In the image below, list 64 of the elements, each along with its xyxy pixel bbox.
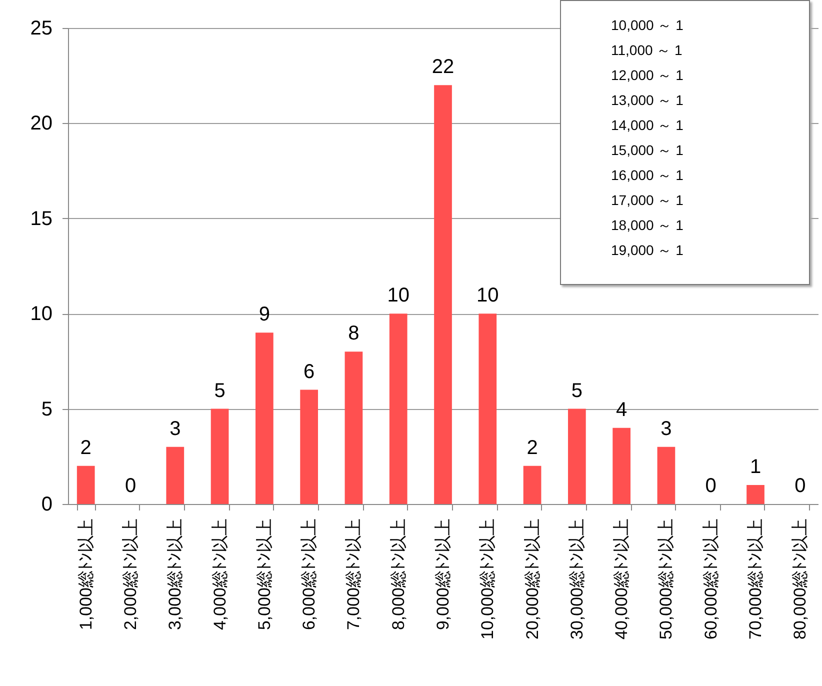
bar [434,85,452,504]
x-tick-label: 10,000総ﾄﾝ以上 [478,518,498,640]
x-tick-label: 3,000総ﾄﾝ以上 [166,518,185,630]
data-label: 3 [170,418,181,440]
data-label: 6 [304,360,315,383]
data-label: 22 [432,56,454,78]
x-tick-label: 40,000総ﾄﾝ以上 [612,518,632,640]
data-label: 2 [526,436,538,459]
x-tick-label: 1,000総ﾄﾝ以上 [76,518,96,630]
bar [300,390,318,504]
bar [256,332,274,504]
data-label: 3 [660,418,672,440]
bar [612,428,630,504]
annotation: 19,000 ～ 1 [611,241,684,260]
y-tick-label: 15 [30,208,52,230]
x-tick-label: 6,000総ﾄﾝ以上 [300,518,319,630]
x-tick-label: 30,000総ﾄﾝ以上 [567,518,586,640]
y-tick-label: 25 [30,18,52,40]
annotation: 16,000 ～ 1 [611,166,684,185]
y-tick-label: 5 [41,398,52,420]
annotation: 11,000 ～ 1 [611,41,684,60]
bar [389,314,408,504]
annotation: 17,000 ～ 1 [611,191,684,210]
bar [76,466,95,504]
x-tick-label: 60,000総ﾄﾝ以上 [701,518,720,640]
x-tick-label: 20,000総ﾄﾝ以上 [522,518,542,640]
data-label: 9 [258,304,270,326]
x-tick-label: 80,000総ﾄﾝ以上 [790,518,810,640]
x-tick-label: 7,000総ﾄﾝ以上 [344,518,364,630]
bar [478,314,497,504]
annotation: 13,000 ～ 1 [611,91,684,110]
annotation: 15,000 ～ 1 [611,141,684,160]
data-label: 10 [476,284,499,307]
data-label: 8 [348,322,360,345]
data-label: 5 [571,380,582,402]
y-tick-label: 20 [30,112,52,135]
x-tick-label: 2,000総ﾄﾝ以上 [121,518,140,630]
bar [344,352,363,504]
x-tick-label: 70,000総ﾄﾝ以上 [746,518,765,640]
bar [568,408,586,504]
annotation: 12,000 ～ 1 [611,66,684,85]
bar [210,408,229,504]
annotation: 18,000 ～ 1 [611,216,684,235]
data-label: 0 [794,475,806,497]
x-tick-label: 50,000総ﾄﾝ以上 [656,518,676,640]
y-tick-label: 0 [41,494,52,516]
bar [746,484,764,504]
data-label: 2 [80,436,92,459]
x-tick-label: 9,000総ﾄﾝ以上 [434,518,452,630]
x-tick-label: 4,000総ﾄﾝ以上 [210,518,230,630]
x-tick-label: 8,000総ﾄﾝ以上 [388,518,408,630]
bar [166,446,184,504]
annotation: 14,000 ～ 1 [611,116,684,135]
y-tick-label: 10 [30,303,52,326]
x-tick-label: 5,000総ﾄﾝ以上 [254,518,274,630]
data-label: 4 [616,398,628,421]
data-label: 0 [124,475,136,497]
annotation: 10,000 ～ 1 [611,16,684,35]
data-label: 1 [750,456,762,478]
data-label: 0 [705,475,716,497]
bar [657,446,676,504]
data-label: 10 [387,284,410,307]
data-label: 5 [214,380,226,402]
bar [523,466,542,504]
